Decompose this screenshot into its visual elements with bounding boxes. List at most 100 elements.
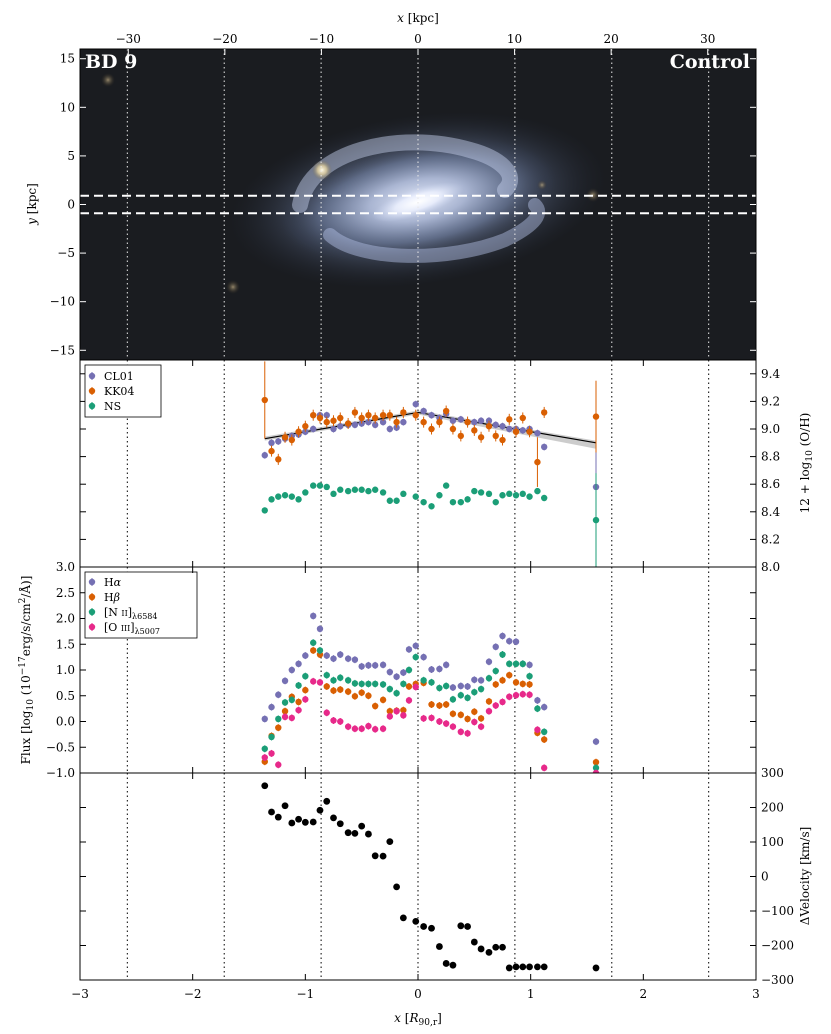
data-point xyxy=(400,409,407,416)
data-point xyxy=(442,701,450,708)
data-point xyxy=(449,696,457,703)
data-point xyxy=(526,681,533,688)
data-point xyxy=(337,414,344,422)
data-point xyxy=(365,412,372,419)
flux-series xyxy=(261,612,600,777)
data-point xyxy=(457,416,465,423)
data-point xyxy=(464,683,471,690)
data-point xyxy=(386,497,394,504)
y-tick-label: 0 xyxy=(67,198,75,212)
data-point xyxy=(344,420,352,427)
metallicity-vertical-guides xyxy=(126,360,710,567)
data-point xyxy=(301,818,309,826)
data-point xyxy=(485,417,493,424)
velocity-vertical-guides xyxy=(126,773,710,980)
data-point xyxy=(302,652,309,659)
data-point xyxy=(399,914,407,922)
data-point xyxy=(371,421,379,429)
data-point xyxy=(512,692,520,699)
data-point xyxy=(492,498,499,506)
data-point xyxy=(337,686,344,693)
data-point xyxy=(464,418,471,426)
data-point xyxy=(344,677,352,684)
legend-item-cl01: CL01 xyxy=(88,370,134,383)
data-point xyxy=(371,662,379,669)
data-point xyxy=(351,680,359,687)
data-point xyxy=(442,682,450,690)
data-point xyxy=(323,797,331,805)
data-point xyxy=(393,689,400,697)
data-point xyxy=(534,697,541,704)
data-point xyxy=(412,683,419,691)
x-tick-label: 1 xyxy=(527,987,535,1001)
data-point xyxy=(420,498,427,506)
x-tick-label: 3 xyxy=(752,987,760,1001)
data-point xyxy=(428,714,435,722)
data-point xyxy=(436,718,443,725)
data-point xyxy=(288,714,296,722)
data-point xyxy=(405,666,413,674)
data-point xyxy=(386,838,394,846)
data-point xyxy=(358,663,365,670)
data-point xyxy=(316,647,324,654)
data-point xyxy=(499,492,506,499)
data-point xyxy=(470,938,478,946)
data-point xyxy=(449,723,457,730)
slit-lines xyxy=(80,194,756,215)
data-point xyxy=(526,691,533,698)
top-tick-label: 30 xyxy=(700,32,715,46)
data-point xyxy=(365,722,372,730)
data-point xyxy=(337,423,344,430)
data-point xyxy=(519,490,526,498)
data-point xyxy=(457,728,465,735)
data-point xyxy=(449,498,457,506)
data-point xyxy=(412,412,419,419)
data-point xyxy=(281,713,289,721)
data-point xyxy=(477,677,485,684)
data-point xyxy=(309,818,317,826)
data-point xyxy=(540,736,548,743)
data-point xyxy=(412,493,419,500)
data-point xyxy=(365,418,372,426)
data-point xyxy=(449,684,457,691)
data-point xyxy=(592,516,600,524)
y-tick-label: 8.0 xyxy=(761,560,780,574)
legend-item-halpha: Hα xyxy=(88,576,122,589)
data-point xyxy=(358,414,365,422)
data-point xyxy=(379,681,387,688)
data-point xyxy=(386,685,394,693)
data-point xyxy=(464,496,471,503)
y-tick-label: 1.5 xyxy=(56,637,75,651)
data-point xyxy=(471,487,478,495)
data-point xyxy=(457,682,465,690)
data-point xyxy=(471,688,478,696)
data-point xyxy=(436,418,443,426)
data-point xyxy=(337,486,344,493)
y-tick-label: 3.0 xyxy=(56,560,75,574)
data-point xyxy=(506,490,513,498)
image-y-label: y [kpc] xyxy=(25,183,39,226)
data-point xyxy=(295,682,302,689)
data-point xyxy=(302,489,309,496)
data-point xyxy=(512,660,520,668)
data-point xyxy=(281,699,289,706)
data-point xyxy=(275,724,282,731)
image-y-ticks: 15 10 5 0 −5 −10 −15 xyxy=(50,52,756,357)
data-point xyxy=(540,728,548,735)
data-point xyxy=(261,754,268,761)
data-point xyxy=(485,708,493,715)
data-point xyxy=(330,655,337,662)
data-point xyxy=(485,949,493,956)
y-tick-label: 15 xyxy=(60,52,75,66)
galaxy-image xyxy=(101,73,607,294)
data-point xyxy=(358,725,365,732)
data-point xyxy=(499,943,506,951)
data-point xyxy=(428,666,435,673)
y-tick-label: 0 xyxy=(761,870,769,884)
data-point xyxy=(499,651,506,658)
data-point xyxy=(310,612,317,620)
data-point xyxy=(261,396,268,404)
metallicity-series xyxy=(261,361,600,567)
data-point xyxy=(464,923,471,930)
data-point xyxy=(485,658,493,665)
